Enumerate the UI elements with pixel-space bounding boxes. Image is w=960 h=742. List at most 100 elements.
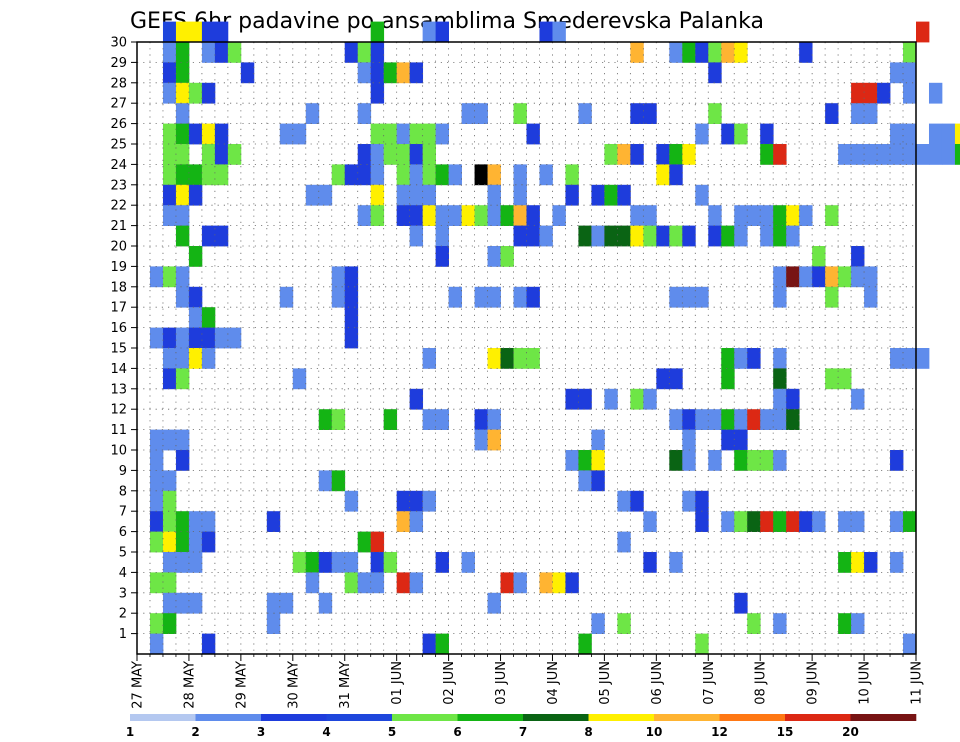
heatmap-cell [201, 82, 216, 104]
heatmap-cell [851, 144, 865, 165]
heatmap-cell [500, 348, 514, 369]
heatmap-cell [474, 409, 488, 430]
heatmap-cell [162, 490, 177, 512]
heatmap-cell [799, 266, 813, 288]
heatmap-cell [903, 348, 917, 369]
heatmap-cell [747, 450, 761, 471]
heatmap-cell [552, 572, 566, 594]
y-tick-label: 3 [119, 586, 127, 601]
heatmap-cell [422, 21, 437, 43]
heatmap-cell [162, 62, 177, 84]
heatmap-cell [928, 82, 943, 104]
heatmap-cell [396, 490, 411, 512]
heatmap-cell [149, 490, 164, 512]
heatmap-cell [162, 511, 177, 532]
heatmap-cell [916, 21, 930, 43]
heatmap-cell [318, 552, 333, 573]
heatmap-cell [591, 613, 605, 634]
heatmap-cell [682, 490, 696, 512]
heatmap-cell [747, 511, 761, 532]
heatmap-cell [357, 103, 372, 124]
heatmap-cell [864, 552, 878, 573]
heatmap-cell [435, 552, 449, 573]
heatmap-cell [773, 388, 787, 410]
heatmap-cell [526, 348, 540, 369]
heatmap-cell [903, 123, 917, 145]
colorbar-label: 4 [322, 725, 330, 739]
heatmap-cell [669, 42, 683, 63]
heatmap-cell [318, 592, 333, 614]
heatmap-cell [890, 348, 904, 369]
heatmap-cell [188, 531, 203, 553]
heatmap-cell [487, 409, 501, 430]
heatmap-cell [448, 205, 462, 226]
heatmap-cell [175, 266, 190, 288]
heatmap-cell [162, 123, 177, 145]
heatmap-cell [747, 613, 761, 634]
heatmap-cell [487, 184, 501, 206]
heatmap-cell [305, 572, 320, 594]
heatmap-cell [461, 205, 475, 226]
heatmap-cell [175, 21, 190, 43]
heatmap-cell [903, 144, 917, 165]
heatmap-cell [941, 123, 956, 145]
heatmap-cell [851, 613, 865, 634]
heatmap-cell [383, 552, 398, 573]
heatmap-cell [799, 42, 813, 63]
heatmap-cell [175, 123, 190, 145]
heatmap-cell [344, 286, 359, 308]
heatmap-cell [617, 490, 631, 512]
heatmap-cell [266, 511, 281, 532]
heatmap-cell [331, 409, 346, 430]
heatmap-cell [344, 307, 359, 328]
heatmap-cell [786, 511, 800, 532]
heatmap-cell [786, 266, 800, 288]
heatmap-cell [357, 572, 372, 594]
heatmap-cell [903, 82, 917, 104]
heatmap-cell [812, 511, 826, 532]
heatmap-cell [422, 184, 437, 206]
colorbar-swatch [785, 714, 851, 721]
heatmap-cell [643, 511, 657, 532]
heatmap-cell [201, 164, 216, 186]
heatmap-cell [903, 633, 917, 655]
heatmap-cell [409, 62, 424, 84]
x-tick-label: 07 JUN [702, 661, 717, 705]
heatmap-cell [201, 42, 216, 63]
heatmap-cell [864, 103, 878, 124]
heatmap-cell [162, 613, 177, 634]
heatmap-cell [175, 450, 190, 471]
heatmap-cell [344, 266, 359, 288]
heatmap-cell [760, 511, 774, 532]
heatmap-cell [630, 42, 644, 63]
heatmap-cell [344, 164, 359, 186]
heatmap-cell [487, 429, 501, 451]
heatmap-cell [669, 368, 683, 390]
heatmap-cell [708, 225, 722, 247]
heatmap-cell [539, 164, 553, 186]
y-tick-label: 5 [119, 546, 127, 561]
heatmap-cell [422, 205, 437, 226]
heatmap-cell [604, 225, 618, 247]
heatmap-cell [383, 62, 398, 84]
heatmap-cell [721, 409, 735, 430]
colorbar-label: 5 [388, 725, 396, 739]
heatmap-cell [435, 225, 449, 247]
colorbar-label: 6 [453, 725, 461, 739]
heatmap-cell [786, 205, 800, 226]
heatmap-cell [357, 42, 372, 63]
heatmap-cell [552, 21, 566, 43]
heatmap-cell [201, 144, 216, 165]
x-tick-label: 11 JUN [910, 661, 925, 705]
heatmap-cell [760, 123, 774, 145]
heatmap-cell [396, 62, 411, 84]
x-tick-label: 28 MAY [182, 661, 197, 709]
heatmap-cell [851, 511, 865, 532]
heatmap-cell [370, 164, 385, 186]
heatmap-cell [396, 164, 411, 186]
heatmap-cell [617, 613, 631, 634]
heatmap-cell [695, 184, 709, 206]
heatmap-cell [305, 184, 320, 206]
x-tick-label: 01 JUN [390, 661, 405, 705]
heatmap-cell [708, 450, 722, 471]
